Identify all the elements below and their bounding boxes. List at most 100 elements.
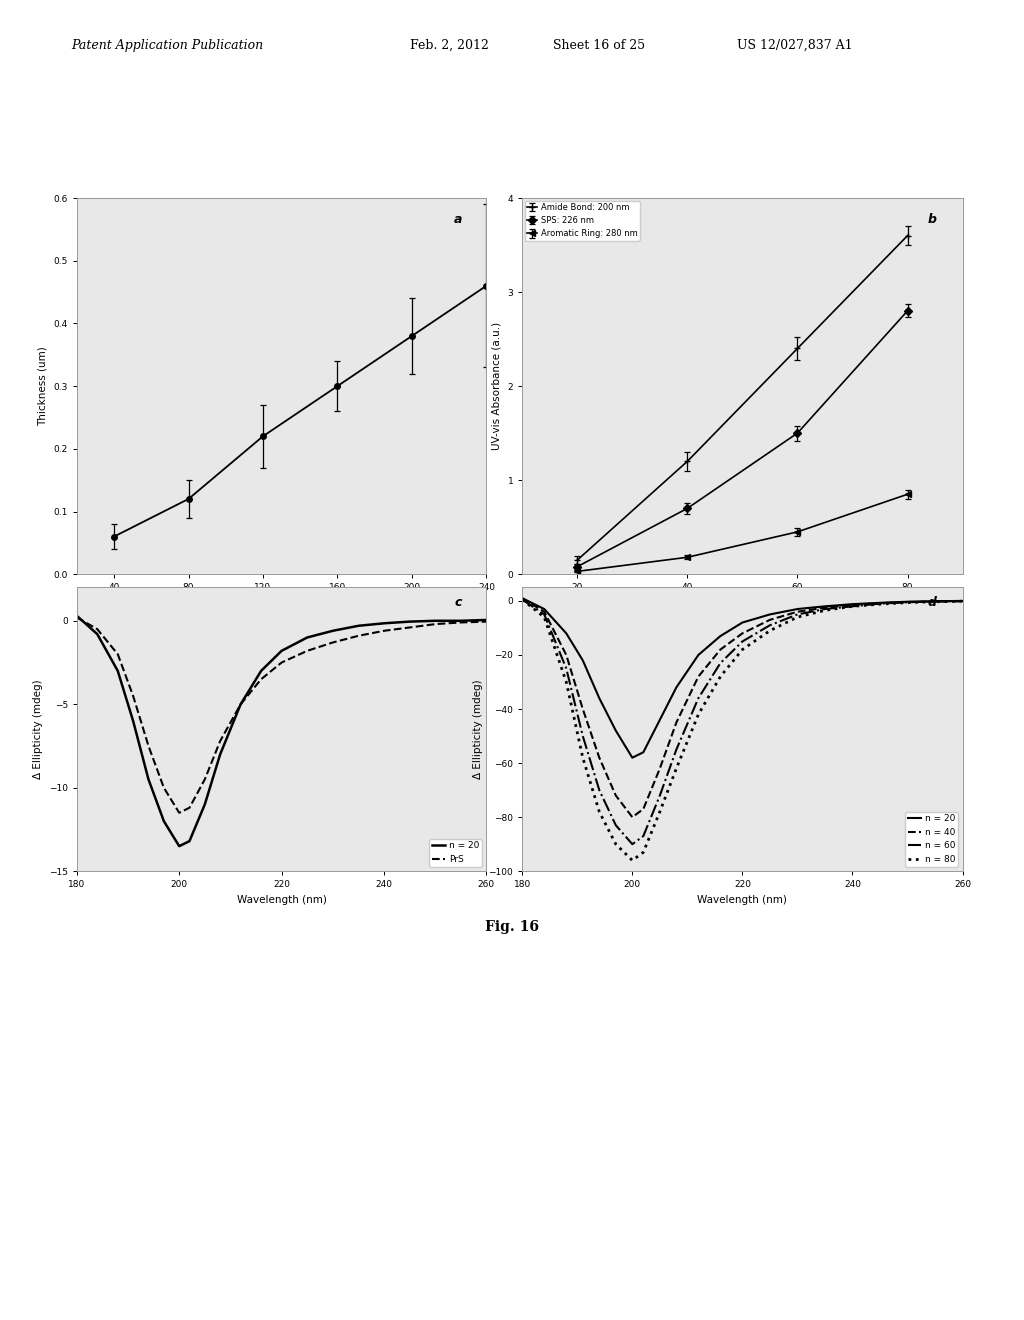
n = 20 [71, 607, 83, 624]
Text: d: d [927, 595, 936, 609]
Line: n = 20: n = 20 [522, 598, 963, 758]
n = 20 [692, 647, 705, 663]
PrS [199, 771, 211, 787]
n = 40 [627, 809, 639, 825]
X-axis label: Wavelength (nm): Wavelength (nm) [237, 895, 327, 904]
n = 20 [627, 750, 639, 766]
n = 60 [637, 828, 649, 843]
Text: b: b [927, 213, 936, 226]
n = 20 [560, 626, 572, 642]
n = 20 [653, 711, 666, 727]
PrS [378, 623, 390, 639]
Legend: n = 20, PrS: n = 20, PrS [429, 838, 482, 867]
n = 40 [593, 750, 605, 766]
X-axis label: Wavelength (nm): Wavelength (nm) [697, 895, 787, 904]
n = 20 [819, 598, 831, 614]
n = 20 [593, 690, 605, 706]
n = 20 [183, 833, 196, 849]
Text: US 12/027,837 A1: US 12/027,837 A1 [737, 38, 853, 51]
Text: Sheet 16 of 25: Sheet 16 of 25 [553, 38, 645, 51]
n = 40 [901, 594, 913, 610]
Y-axis label: UV-vis Absorbance (a.u.): UV-vis Absorbance (a.u.) [492, 322, 502, 450]
n = 20 [577, 652, 589, 668]
PrS [403, 619, 416, 635]
Y-axis label: Δ Ellipticity (mdeg): Δ Ellipticity (mdeg) [33, 680, 43, 779]
PrS [429, 616, 441, 632]
n = 80 [560, 675, 572, 690]
n = 20 [764, 606, 776, 622]
Line: n = 40: n = 40 [522, 598, 963, 817]
n = 20 [873, 595, 886, 611]
n = 60 [846, 598, 858, 614]
Line: n = 60: n = 60 [522, 599, 963, 845]
n = 40 [539, 603, 551, 619]
n = 80 [637, 845, 649, 861]
n = 40 [736, 626, 749, 642]
n = 60 [539, 606, 551, 622]
n = 20 [173, 838, 185, 854]
PrS [327, 635, 339, 651]
n = 20 [301, 630, 313, 645]
n = 60 [901, 594, 913, 610]
n = 20 [214, 746, 226, 762]
n = 20 [158, 813, 170, 829]
Y-axis label: Δ Ellipticity (mdeg): Δ Ellipticity (mdeg) [473, 680, 483, 779]
n = 60 [929, 594, 941, 610]
Text: Fig. 16: Fig. 16 [485, 920, 539, 933]
n = 20 [234, 697, 247, 713]
Line: n = 80: n = 80 [522, 599, 963, 861]
PrS [480, 614, 493, 630]
n = 40 [764, 612, 776, 628]
n = 80 [671, 760, 683, 776]
X-axis label: Bilayer Number (n): Bilayer Number (n) [692, 598, 793, 607]
n = 20 [736, 615, 749, 631]
n = 20 [609, 723, 622, 739]
PrS [455, 615, 467, 631]
n = 80 [715, 669, 727, 685]
n = 40 [846, 597, 858, 612]
n = 80 [792, 610, 804, 626]
n = 80 [764, 623, 776, 639]
n = 40 [671, 714, 683, 730]
n = 60 [764, 618, 776, 634]
n = 60 [627, 837, 639, 853]
PrS [112, 647, 124, 663]
PrS [255, 672, 267, 688]
PrS [275, 655, 288, 671]
n = 60 [692, 690, 705, 706]
n = 20 [929, 593, 941, 609]
n = 40 [637, 801, 649, 817]
n = 20 [539, 601, 551, 616]
n = 40 [873, 595, 886, 611]
n = 60 [609, 817, 622, 833]
n = 80 [516, 591, 528, 607]
n = 60 [577, 729, 589, 744]
n = 20 [142, 771, 155, 787]
n = 60 [715, 655, 727, 671]
n = 20 [455, 612, 467, 628]
n = 60 [671, 742, 683, 758]
n = 80 [736, 642, 749, 657]
n = 40 [516, 590, 528, 606]
PrS [173, 805, 185, 821]
n = 80 [539, 610, 551, 626]
n = 80 [846, 598, 858, 614]
Legend: n = 20, n = 40, n = 60, n = 80: n = 20, n = 40, n = 60, n = 80 [905, 812, 958, 867]
n = 20 [91, 626, 103, 642]
n = 40 [956, 593, 969, 609]
n = 60 [819, 601, 831, 616]
Text: Patent Application Publication: Patent Application Publication [72, 38, 264, 51]
PrS [183, 800, 196, 816]
n = 80 [819, 602, 831, 618]
n = 40 [715, 642, 727, 657]
n = 80 [956, 593, 969, 609]
n = 60 [653, 788, 666, 804]
Y-axis label: Thickness (um): Thickness (um) [38, 346, 48, 426]
PrS [234, 697, 247, 713]
n = 80 [873, 597, 886, 612]
n = 20 [956, 593, 969, 609]
n = 20 [199, 796, 211, 812]
Text: c: c [455, 595, 462, 609]
n = 40 [609, 788, 622, 804]
n = 40 [653, 760, 666, 776]
